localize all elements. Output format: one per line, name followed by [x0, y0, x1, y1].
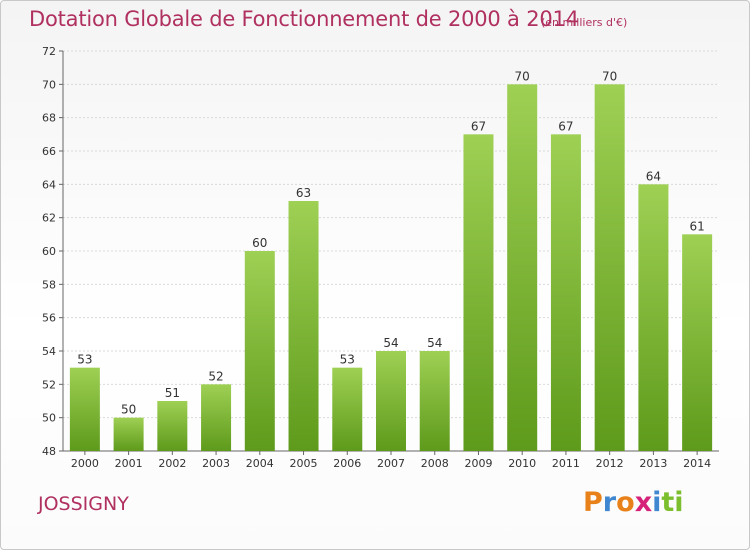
data-label: 70: [515, 69, 530, 83]
chart-unit: (en milliers d'€): [541, 16, 628, 29]
data-label: 50: [121, 403, 136, 417]
y-tick-label: 66: [42, 145, 56, 158]
bar: [594, 84, 625, 451]
bar: [244, 251, 275, 451]
x-tick-label: 2003: [202, 457, 230, 470]
y-tick-label: 58: [42, 278, 56, 291]
bar: [288, 201, 319, 451]
x-tick-label: 2013: [639, 457, 667, 470]
x-tick-label: 2004: [246, 457, 274, 470]
bar: [376, 351, 406, 451]
x-tick-label: 2010: [508, 457, 536, 470]
x-tick-label: 2008: [421, 457, 449, 470]
bar: [419, 351, 450, 451]
x-tick-label: 2005: [290, 457, 318, 470]
data-label: 51: [165, 386, 180, 400]
bar: [332, 367, 363, 451]
x-tick-label: 2007: [377, 457, 405, 470]
logo-letter: x: [634, 487, 653, 518]
logo-letter: i: [674, 487, 684, 518]
x-tick-label: 2006: [333, 457, 361, 470]
data-label: 67: [471, 119, 486, 133]
y-tick-label: 72: [42, 45, 56, 58]
bar: [201, 384, 232, 451]
logo-letter: r: [602, 487, 617, 518]
place-name: JOSSIGNY: [38, 493, 129, 515]
y-tick-label: 68: [42, 112, 56, 125]
logo-letter: o: [616, 487, 635, 518]
y-tick-label: 48: [42, 445, 56, 458]
bar: [113, 417, 144, 451]
x-tick-label: 2002: [158, 457, 186, 470]
y-tick-label: 70: [42, 78, 56, 91]
data-label: 63: [296, 186, 311, 200]
data-label: 60: [252, 236, 267, 250]
y-tick-label: 64: [42, 178, 56, 191]
x-tick-label: 2014: [683, 457, 711, 470]
y-tick-label: 50: [42, 412, 56, 425]
y-tick-label: 60: [42, 245, 56, 258]
bar: [682, 234, 713, 451]
x-tick-label: 2012: [596, 457, 624, 470]
bar: [507, 84, 538, 451]
bar: [550, 134, 581, 452]
data-label: 52: [208, 369, 223, 383]
chart-title: Dotation Globale de Fonctionnement de 20…: [29, 7, 579, 31]
data-label: 61: [689, 219, 704, 233]
x-tick-label: 2001: [115, 457, 143, 470]
data-label: 64: [646, 169, 661, 183]
x-tick-label: 2011: [552, 457, 580, 470]
logo-letter: P: [583, 487, 603, 518]
logo-letter: i: [652, 487, 662, 518]
bar: [638, 184, 669, 452]
y-tick-label: 54: [42, 345, 56, 358]
data-label: 53: [340, 353, 355, 367]
proxiti-logo: Proxiti: [583, 487, 684, 518]
data-label: 67: [558, 119, 573, 133]
x-tick-label: 2009: [464, 457, 492, 470]
logo-letter: t: [661, 487, 675, 518]
data-label: 70: [602, 69, 617, 83]
data-label: 54: [427, 336, 442, 350]
y-tick-label: 62: [42, 212, 56, 225]
bar: [69, 367, 100, 451]
y-tick-label: 52: [42, 378, 56, 391]
data-label: 53: [77, 353, 92, 367]
x-tick-label: 2000: [71, 457, 99, 470]
y-tick-label: 56: [42, 312, 56, 325]
bar: [463, 134, 494, 452]
data-label: 54: [383, 336, 398, 350]
bar: [157, 401, 188, 451]
